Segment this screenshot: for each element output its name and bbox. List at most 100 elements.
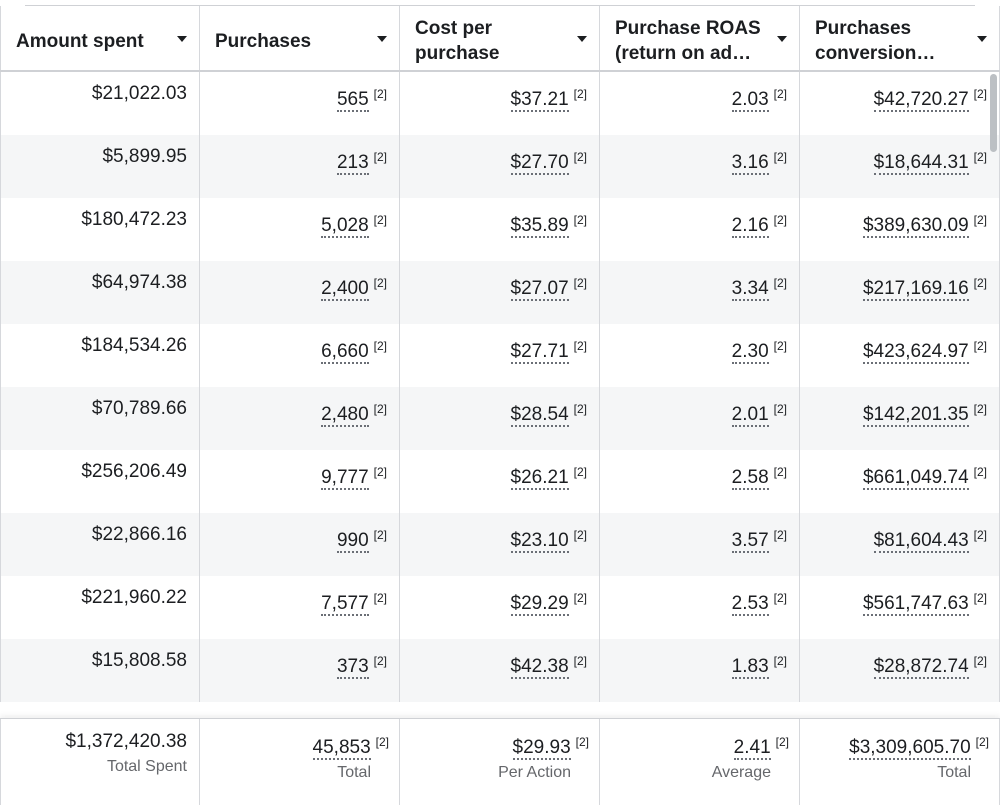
- chevron-down-icon[interactable]: [777, 36, 787, 42]
- footnote-marker[interactable]: [2]: [775, 735, 789, 749]
- footnote-marker[interactable]: [2]: [373, 528, 387, 542]
- footnote-marker[interactable]: [2]: [973, 339, 987, 353]
- cell-value[interactable]: 2,480: [321, 404, 369, 427]
- footnote-marker[interactable]: [2]: [773, 87, 787, 101]
- footnote-marker[interactable]: [2]: [375, 735, 389, 749]
- total-value[interactable]: $29.93: [512, 737, 571, 760]
- total-amount-spent: $1,372,420.38 Total Spent: [0, 719, 200, 805]
- footnote-marker[interactable]: [2]: [773, 528, 787, 542]
- cell-value[interactable]: 213: [336, 152, 369, 175]
- cell-value[interactable]: $18,644.31: [873, 152, 969, 175]
- cell-value[interactable]: $23.10: [510, 530, 569, 553]
- footnote-marker[interactable]: [2]: [573, 528, 587, 542]
- chevron-down-icon[interactable]: [577, 36, 587, 42]
- footnote-marker[interactable]: [2]: [973, 654, 987, 668]
- footnote-marker[interactable]: [2]: [773, 276, 787, 290]
- footnote-marker[interactable]: [2]: [373, 87, 387, 101]
- chevron-down-icon[interactable]: [177, 36, 187, 42]
- cell-value[interactable]: $27.07: [510, 278, 569, 301]
- cell-value[interactable]: 565: [336, 89, 369, 112]
- total-value[interactable]: 45,853: [312, 737, 371, 760]
- cell-value[interactable]: 1.83: [731, 656, 769, 679]
- cell-value[interactable]: $29.29: [510, 593, 569, 616]
- cell-value[interactable]: 7,577: [321, 593, 369, 616]
- footnote-marker[interactable]: [2]: [573, 654, 587, 668]
- column-header-purchase-roas[interactable]: Purchase ROAS (return on ad…: [600, 6, 800, 70]
- cell-value[interactable]: 9,777: [321, 467, 369, 490]
- vertical-scrollbar[interactable]: [990, 74, 997, 152]
- cell-value[interactable]: $37.21: [510, 89, 569, 112]
- cell-value[interactable]: 990: [336, 530, 369, 553]
- cell-value[interactable]: $42.38: [510, 656, 569, 679]
- cell-value[interactable]: $28,872.74: [873, 656, 969, 679]
- total-value[interactable]: $3,309,605.70: [849, 737, 971, 760]
- footnote-marker[interactable]: [2]: [373, 339, 387, 353]
- footnote-marker[interactable]: [2]: [973, 87, 987, 101]
- footnote-marker[interactable]: [2]: [773, 654, 787, 668]
- cell-value[interactable]: $27.70: [510, 152, 569, 175]
- footnote-marker[interactable]: [2]: [373, 465, 387, 479]
- cell-value[interactable]: 6,660: [321, 341, 369, 364]
- footnote-marker[interactable]: [2]: [973, 591, 987, 605]
- footnote-marker[interactable]: [2]: [573, 213, 587, 227]
- column-header-purchases[interactable]: Purchases: [200, 6, 400, 70]
- footnote-marker[interactable]: [2]: [573, 339, 587, 353]
- footnote-marker[interactable]: [2]: [973, 528, 987, 542]
- cell-value[interactable]: $35.89: [510, 215, 569, 238]
- cell-value[interactable]: 2.30: [731, 341, 769, 364]
- footnote-marker[interactable]: [2]: [575, 735, 589, 749]
- cell-value[interactable]: $661,049.74: [862, 467, 969, 490]
- footnote-marker[interactable]: [2]: [773, 213, 787, 227]
- footnote-marker[interactable]: [2]: [573, 276, 587, 290]
- footnote-marker[interactable]: [2]: [973, 150, 987, 164]
- cell-value[interactable]: $142,201.35: [862, 404, 969, 427]
- cell-value[interactable]: $81,604.43: [873, 530, 969, 553]
- cell-value[interactable]: $423,624.97: [862, 341, 969, 364]
- cell-value[interactable]: 3.34: [731, 278, 769, 301]
- footnote-marker[interactable]: [2]: [573, 591, 587, 605]
- chevron-down-icon[interactable]: [977, 36, 987, 42]
- cell-value[interactable]: $28.54: [510, 404, 569, 427]
- cell-value[interactable]: 373: [336, 656, 369, 679]
- cell-value[interactable]: 3.57: [731, 530, 769, 553]
- footnote-marker[interactable]: [2]: [373, 213, 387, 227]
- total-value[interactable]: 2.41: [733, 737, 771, 760]
- footnote-marker[interactable]: [2]: [975, 735, 989, 749]
- footnote-marker[interactable]: [2]: [373, 591, 387, 605]
- cell-value[interactable]: $389,630.09: [862, 215, 969, 238]
- footnote-marker[interactable]: [2]: [573, 150, 587, 164]
- footnote-marker[interactable]: [2]: [773, 402, 787, 416]
- cell-value[interactable]: $27.71: [510, 341, 569, 364]
- footnote-marker[interactable]: [2]: [773, 339, 787, 353]
- cell-value[interactable]: 2.03: [731, 89, 769, 112]
- footnote-marker[interactable]: [2]: [973, 276, 987, 290]
- column-header-amount-spent[interactable]: Amount spent: [0, 6, 200, 70]
- footnote-marker[interactable]: [2]: [973, 402, 987, 416]
- cell-value[interactable]: 2,400: [321, 278, 369, 301]
- column-header-purchases-conversion-value[interactable]: Purchases conversion…: [800, 6, 1000, 70]
- cell-value[interactable]: $26.21: [510, 467, 569, 490]
- cell-value[interactable]: $561,747.63: [862, 593, 969, 616]
- cell-value[interactable]: 2.16: [731, 215, 769, 238]
- footnote-marker[interactable]: [2]: [573, 402, 587, 416]
- cell-value[interactable]: 5,028: [321, 215, 369, 238]
- footnote-marker[interactable]: [2]: [573, 87, 587, 101]
- footnote-marker[interactable]: [2]: [373, 402, 387, 416]
- cell-value[interactable]: 2.58: [731, 467, 769, 490]
- footnote-marker[interactable]: [2]: [973, 465, 987, 479]
- footnote-marker[interactable]: [2]: [773, 465, 787, 479]
- cell-value[interactable]: $42,720.27: [873, 89, 969, 112]
- footnote-marker[interactable]: [2]: [373, 654, 387, 668]
- cell-value[interactable]: 3.16: [731, 152, 769, 175]
- cell-value[interactable]: 2.01: [731, 404, 769, 427]
- footnote-marker[interactable]: [2]: [973, 213, 987, 227]
- footnote-marker[interactable]: [2]: [773, 150, 787, 164]
- footnote-marker[interactable]: [2]: [573, 465, 587, 479]
- column-header-cost-per-purchase[interactable]: Cost per purchase: [400, 6, 600, 70]
- cell-value[interactable]: $217,169.16: [862, 278, 969, 301]
- footnote-marker[interactable]: [2]: [373, 276, 387, 290]
- footnote-marker[interactable]: [2]: [373, 150, 387, 164]
- cell-value[interactable]: 2.53: [731, 593, 769, 616]
- footnote-marker[interactable]: [2]: [773, 591, 787, 605]
- chevron-down-icon[interactable]: [377, 36, 387, 42]
